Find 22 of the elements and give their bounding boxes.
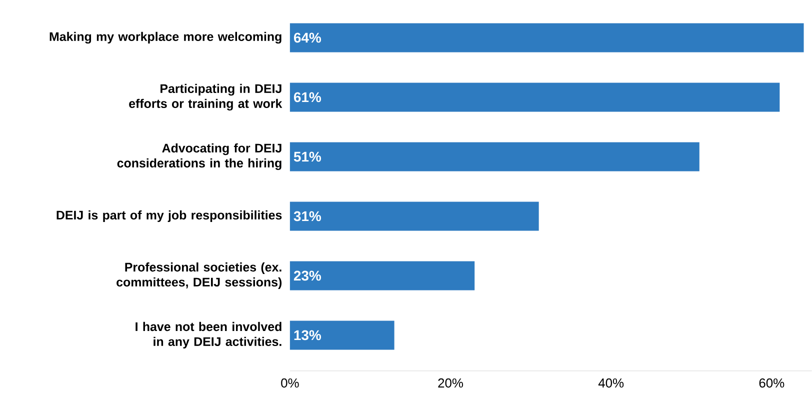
y-tick-label: DEIJ is part of my job responsibilities [56,210,282,222]
bar [290,320,394,350]
data-label: 61% [294,92,321,102]
y-tick-label: Participating in DEIJ efforts or training at work [129,84,282,111]
y-tick-label: I have not been involved in any DEIJ activities. [136,322,282,349]
x-tick-label: 20% [438,378,464,388]
data-label: 23% [294,270,321,281]
x-tick-label: 60% [759,378,784,388]
bar [290,142,700,172]
bar [290,23,804,52]
y-tick-label: Advocating for DEIJ considerations in the hiring [117,143,282,170]
x-tick-label: 40% [598,378,624,388]
x-tick-label: 0% [281,378,299,388]
y-tick-label: Professional societies (ex. committees, DEIJ sessions) [116,262,282,290]
y-tick-label: Making my workplace more welcoming [50,32,282,44]
bar [290,261,475,290]
bar [290,202,539,231]
data-label: 31% [294,211,321,222]
data-label: 64% [294,32,321,43]
bar [290,82,780,112]
data-label: 51% [294,152,321,162]
data-label: 13% [294,330,321,340]
